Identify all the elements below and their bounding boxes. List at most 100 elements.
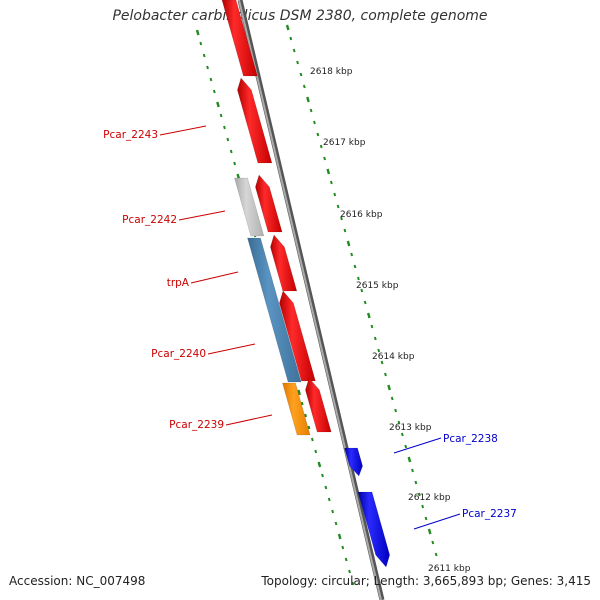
gene-label-leader — [393, 437, 442, 454]
tick-mark-left — [321, 473, 324, 478]
scale-label: 2613 kbp — [389, 423, 432, 433]
gene-label-leader — [159, 125, 207, 136]
gene-pcar2239 — [282, 382, 311, 436]
tick-mark-left — [331, 509, 335, 514]
scale-label: 2616 kbp — [340, 210, 383, 220]
tick-mark-right — [427, 528, 432, 535]
gene-label: Pcar_2238 — [443, 433, 498, 445]
tick-mark-left — [216, 101, 220, 108]
genome-title: Pelobacter carbinolicus DSM 2380, comple… — [112, 8, 488, 24]
tick-mark-right — [316, 132, 320, 137]
tick-mark-right — [296, 60, 299, 65]
tick-mark-right — [411, 468, 414, 473]
tick-mark-right — [377, 348, 381, 353]
gene-red-4 — [305, 377, 332, 433]
tick-mark-left — [233, 161, 236, 166]
tick-mark-right — [343, 228, 347, 233]
scale-label: 2618 kbp — [310, 67, 353, 77]
tick-marks-right — [285, 24, 438, 557]
tick-mark-left — [229, 149, 233, 154]
gene-label-leader — [190, 271, 239, 284]
gene-label-leader — [207, 343, 256, 355]
gene-labels: Pcar_2243 Pcar_2242 trpA Pcar_2240 Pcar_2239… — [103, 125, 517, 530]
tick-mark-left — [195, 29, 200, 36]
tick-mark-left — [344, 557, 348, 562]
gene-label: Pcar_2240 — [151, 348, 206, 360]
tick-mark-left — [307, 425, 311, 430]
gene-label-leader — [225, 414, 273, 426]
gene-label: Pcar_2239 — [169, 419, 224, 431]
tick-mark-right — [397, 420, 401, 425]
tick-mark-right — [302, 84, 306, 89]
backbone-highlight — [238, 0, 382, 600]
tick-mark-right — [366, 312, 371, 319]
gene-label-leader — [178, 210, 226, 221]
tick-mark-left — [219, 113, 223, 118]
tick-mark-left — [337, 533, 342, 540]
tick-mark-left — [351, 581, 355, 586]
scale-label: 2612 kbp — [408, 493, 451, 503]
scale-label: 2614 kbp — [372, 352, 415, 362]
tick-mark-left — [324, 485, 328, 490]
scale-label: 2617 kbp — [323, 138, 366, 148]
gene-label-leader — [413, 513, 461, 530]
tick-mark-right — [394, 408, 397, 413]
gene-pcar2242-unknown — [234, 177, 265, 237]
scale-label: 2611 kbp — [428, 564, 471, 574]
tick-mark-right — [336, 204, 340, 209]
tick-mark-right — [329, 180, 333, 185]
tick-mark-right — [384, 372, 387, 377]
tick-mark-left — [348, 569, 351, 574]
tick-mark-left — [202, 53, 206, 58]
tick-mark-right — [407, 456, 412, 463]
genome-backbone — [237, 0, 385, 600]
tick-mark-right — [350, 252, 354, 257]
tick-mark-left — [297, 389, 301, 396]
tick-mark-right — [326, 168, 331, 175]
gene-red-3 — [279, 290, 316, 382]
tick-mark-right — [306, 96, 310, 103]
tick-mark-left — [300, 401, 304, 406]
tick-mark-right — [285, 24, 290, 31]
tick-mark-left — [212, 89, 216, 94]
tick-mark-right — [400, 432, 404, 437]
gene-label: Pcar_2242 — [122, 214, 177, 226]
tick-mark-left — [209, 77, 213, 82]
tick-mark-left — [317, 461, 322, 468]
tick-mark-right — [313, 120, 316, 125]
tick-mark-left — [314, 449, 318, 454]
gene-red-2 — [270, 234, 298, 292]
tick-mark-right — [309, 108, 313, 113]
tick-mark-right — [346, 240, 351, 247]
gene-red-pcar2242 — [255, 174, 283, 233]
tick-mark-left — [327, 497, 331, 502]
tick-mark-left — [226, 137, 230, 142]
tick-mark-right — [319, 144, 323, 149]
tick-mark-right — [353, 264, 357, 269]
tick-mark-right — [333, 192, 337, 197]
gene-red-pcar2243 — [237, 77, 273, 164]
tick-mark-right — [431, 540, 435, 545]
gene-pcar2238 — [344, 447, 363, 477]
tick-mark-right — [434, 552, 438, 557]
tick-mark-left — [199, 41, 203, 46]
tick-mark-left — [304, 413, 307, 418]
tick-mark-right — [421, 504, 425, 509]
tick-mark-right — [373, 336, 377, 341]
tick-mark-left — [223, 125, 226, 130]
gene-features — [221, 0, 391, 568]
scale-labels: 2618 kbp 2617 kbp 2616 kbp 2615 kbp 2614 kbp… — [310, 67, 471, 574]
gene-label: Pcar_2243 — [103, 129, 158, 141]
scale-label: 2615 kbp — [356, 281, 399, 291]
tick-mark-right — [340, 216, 343, 221]
tick-mark-right — [387, 384, 391, 391]
accession-text: Accession: NC_007498 — [9, 574, 146, 588]
tick-mark-right — [363, 300, 367, 305]
tick-mark-right — [357, 276, 360, 281]
tick-mark-right — [323, 156, 326, 161]
tick-mark-right — [417, 492, 421, 497]
gene-trpa — [247, 237, 302, 383]
genome-summary-text: Topology: circular; Length: 3,665,893 bp… — [261, 574, 591, 588]
